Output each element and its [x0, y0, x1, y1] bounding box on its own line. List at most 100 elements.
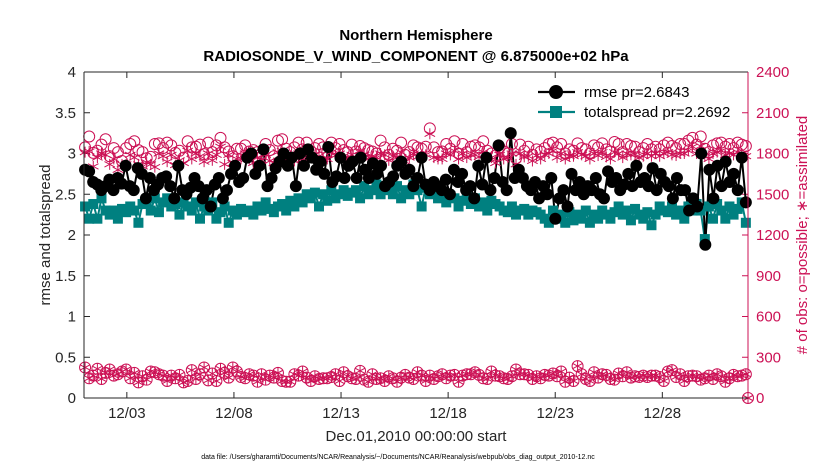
totalspread-marker: [326, 185, 337, 196]
totalspread-marker: [149, 193, 160, 204]
obs-assimilated-marker: [666, 149, 678, 161]
totalspread-marker: [642, 207, 653, 218]
totalspread-marker: [318, 189, 329, 200]
obs-assimilated-marker: [215, 363, 226, 375]
rmse-marker: [622, 167, 635, 180]
rmse-marker: [480, 151, 493, 164]
obs-assimilated-marker: [215, 141, 226, 153]
rmse-marker: [338, 171, 351, 184]
obs-assimilated-marker: [79, 361, 91, 373]
obs-assimilated-marker: [128, 367, 140, 379]
totalspread-marker: [740, 217, 751, 228]
obs-assimilated-marker: [436, 368, 448, 380]
totalspread-marker: [580, 205, 591, 216]
rmse-marker: [630, 159, 643, 172]
totalspread-marker: [289, 201, 300, 212]
totalspread-marker: [625, 215, 636, 226]
obs-assimilated-marker: [551, 370, 563, 382]
obs-assimilated-marker: [239, 372, 251, 384]
totalspread-marker: [285, 195, 296, 206]
totalspread-marker: [322, 195, 333, 206]
totalspread-marker: [465, 199, 476, 210]
totalspread-marker: [724, 201, 735, 212]
obs-assimilated-marker: [424, 128, 436, 140]
totalspread-marker: [396, 193, 407, 204]
totalspread-marker: [153, 207, 164, 218]
totalspread-marker: [80, 201, 91, 212]
totalspread-marker: [478, 197, 489, 208]
totalspread-marker: [482, 205, 493, 216]
totalspread-marker: [457, 195, 468, 206]
rmse-marker: [322, 140, 335, 153]
totalspread-marker: [675, 205, 686, 216]
obs-assimilated-marker: [592, 372, 604, 384]
y2-tick-label: 600: [756, 309, 781, 326]
obs-assimilated-marker: [317, 372, 329, 384]
obs-possible-marker: [120, 142, 133, 155]
obs-possible-marker: [161, 136, 174, 149]
rmse-marker: [289, 180, 302, 193]
obs-assimilated-marker: [604, 153, 616, 165]
obs-assimilated-marker: [629, 148, 641, 160]
rmse-marker: [318, 167, 331, 180]
totalspread-marker: [441, 197, 452, 208]
rmse-marker: [679, 184, 692, 197]
obs-assimilated-marker: [674, 148, 686, 159]
totalspread-marker: [112, 213, 123, 224]
obs-assimilated-marker: [506, 148, 518, 159]
totalspread-marker: [194, 213, 205, 224]
obs-assimilated-marker: [108, 153, 120, 165]
obs-assimilated-marker: [202, 148, 214, 159]
rmse-marker: [492, 139, 505, 152]
obs-assimilated-marker: [210, 375, 222, 387]
obs-assimilated-marker: [251, 376, 263, 388]
obs-assimilated-marker: [161, 156, 173, 168]
obs-assimilated-marker: [465, 149, 477, 161]
totalspread-marker: [371, 179, 382, 190]
obs-assimilated-marker: [723, 372, 735, 384]
totalspread-marker: [650, 209, 661, 220]
obs-assimilated-marker: [555, 366, 567, 378]
obs-assimilated-marker: [707, 373, 719, 385]
totalspread-marker: [359, 181, 370, 192]
footnote: data file: /Users/gharamti/Documents/NCA…: [201, 454, 595, 461]
rmse-marker: [220, 184, 233, 197]
totalspread-marker: [609, 207, 620, 218]
totalspread-marker: [145, 205, 156, 216]
totalspread-marker: [712, 199, 723, 210]
rmse-marker: [229, 159, 242, 172]
rmse-marker: [212, 171, 225, 184]
obs-assimilated-marker: [165, 149, 177, 161]
totalspread-marker: [638, 213, 649, 224]
obs-assimilated-marker: [407, 373, 419, 385]
obs-assimilated-marker: [329, 368, 341, 380]
obs-assimilated-marker: [362, 376, 374, 388]
obs-assimilated-marker: [703, 370, 715, 382]
obs-assimilated-marker: [391, 376, 403, 388]
totalspread-marker: [732, 203, 743, 214]
totalspread-marker: [449, 193, 460, 204]
obs-assimilated-marker: [514, 148, 526, 159]
obs-assimilated-marker: [174, 369, 185, 381]
rmse-marker: [500, 184, 513, 197]
rmse-marker: [168, 192, 181, 205]
rmse-marker: [354, 151, 367, 164]
rmse-marker: [545, 171, 558, 184]
totalspread-marker: [84, 213, 95, 224]
totalspread-marker: [162, 193, 173, 204]
y2-tick-label: 0: [756, 390, 764, 407]
obs-assimilated-marker: [740, 368, 752, 380]
obs-assimilated-marker: [268, 372, 280, 384]
rmse-marker: [589, 171, 602, 184]
totalspread-marker: [96, 193, 107, 204]
obs-assimilated-marker: [219, 367, 231, 379]
obs-assimilated-marker: [272, 367, 284, 379]
obs-assimilated-marker: [301, 372, 313, 384]
rmse-marker: [735, 151, 748, 164]
rmse-marker: [143, 171, 156, 184]
legend-totalspread-label: totalspread pr=2.2692: [584, 104, 730, 121]
obs-assimilated-marker: [547, 145, 559, 157]
rmse-marker: [172, 159, 185, 172]
totalspread-marker: [708, 213, 719, 224]
rmse-marker: [265, 171, 278, 184]
